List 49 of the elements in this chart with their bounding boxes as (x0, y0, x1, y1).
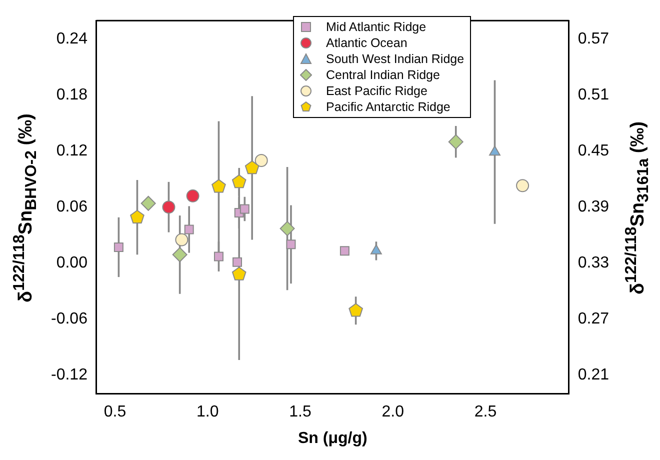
y-tick-label: 0.06 (56, 198, 88, 216)
point (172, 247, 188, 262)
y-tick-label: 0.12 (56, 142, 88, 160)
point (140, 196, 156, 211)
point (244, 160, 260, 174)
point (162, 200, 176, 214)
point (175, 233, 188, 246)
x-tick-label: 2.5 (474, 404, 497, 421)
y2-tick-label: 0.45 (578, 142, 610, 160)
y-tick-label: -0.06 (51, 310, 88, 328)
x-tick-label: 1.5 (289, 404, 312, 421)
point (280, 221, 295, 236)
point (340, 246, 350, 256)
y-tick-label: 0.18 (56, 86, 88, 104)
point (114, 242, 124, 252)
point (214, 252, 224, 262)
legend-label: Mid Atlantic Ridge (326, 19, 426, 35)
point (286, 240, 296, 250)
point (516, 179, 530, 192)
y2-tick-label: 0.39 (578, 198, 610, 216)
point (184, 224, 194, 234)
point (240, 204, 250, 214)
x-tick-label: 2.0 (382, 404, 404, 421)
y-tick-label: 0.24 (56, 30, 88, 48)
legend-label: Central Indian Ridge (326, 67, 440, 83)
point (232, 266, 246, 280)
y-tick-label: 0.00 (56, 254, 88, 272)
point (186, 189, 200, 202)
y-tick-label: -0.12 (51, 366, 88, 384)
point (348, 303, 363, 317)
x-tick-label: 0.5 (104, 404, 126, 421)
point (254, 154, 268, 167)
y2-tick-label: 0.21 (578, 366, 610, 384)
legend-label: South West Indian Ridge (326, 51, 464, 67)
y2-tick-label: 0.27 (578, 310, 610, 328)
point (212, 179, 226, 193)
point (448, 134, 464, 150)
point (232, 257, 242, 267)
x-tick-label: 1.0 (196, 404, 219, 421)
point (232, 174, 246, 188)
y2-tick-label: 0.33 (578, 254, 610, 272)
y2-tick-label: 0.51 (578, 86, 610, 104)
legend-label: East Pacific Ridge (326, 83, 428, 99)
x-axis-title: Sn (μg/g) (298, 430, 368, 447)
point (489, 146, 500, 156)
point (130, 210, 144, 224)
y2-tick-label: 0.57 (578, 30, 610, 48)
legend-label: Atlantic Ocean (326, 35, 408, 51)
legend-label: Pacific Antarctic Ridge (326, 99, 450, 115)
